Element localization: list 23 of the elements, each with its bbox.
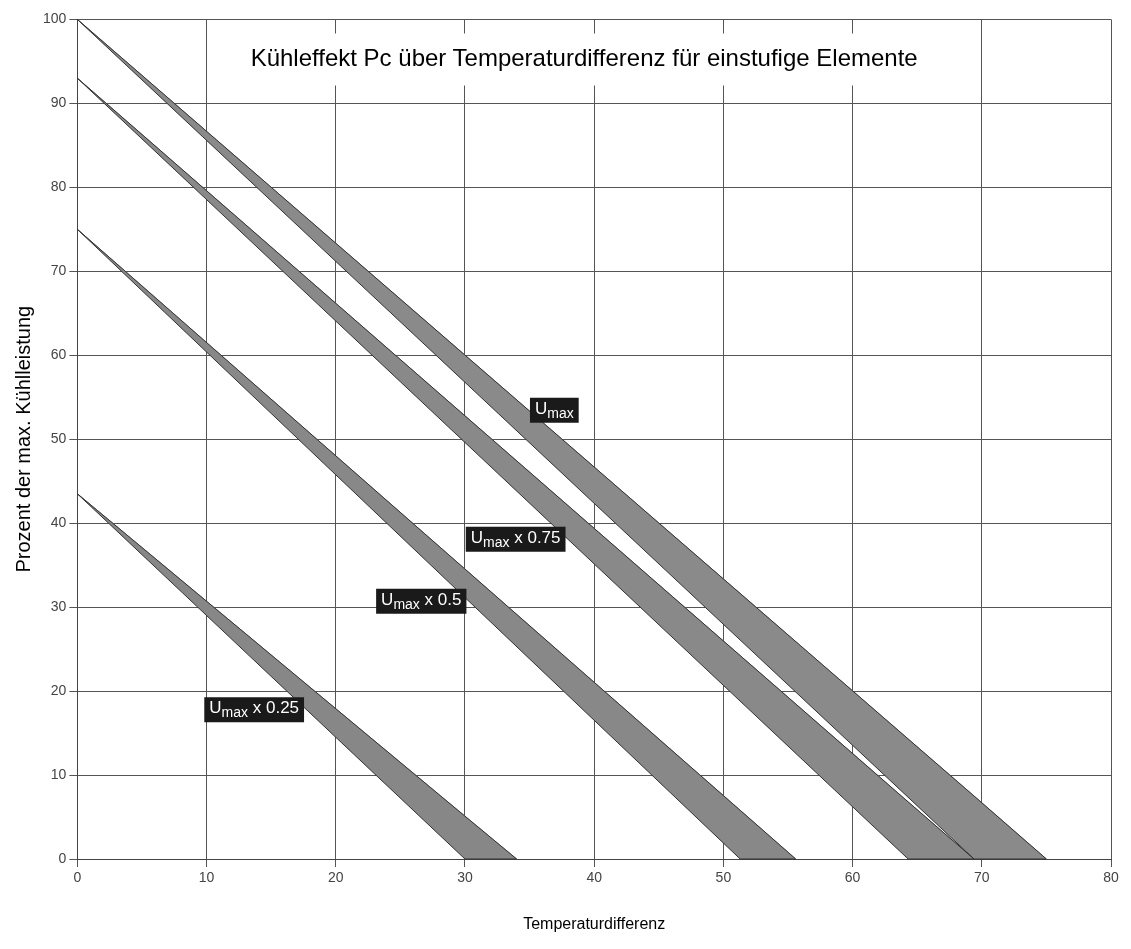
x-tick-label: 20 [327,869,344,886]
y-tick-label: 60 [50,346,67,363]
y-tick-label: 90 [50,94,67,111]
y-axis-title: Prozent der max. Kühlleistung [11,305,34,573]
text: Kühleffekt Pc über Temperaturdifferenz für einstufige Elemente [250,44,918,72]
x-tick-label: 40 [586,869,603,886]
y-tick-label: 30 [50,597,67,614]
x-tick-label: 70 [974,869,990,886]
y-tick-label: 10 [50,765,67,782]
x-axis-title: Temperaturdifferenz [523,914,666,932]
y-tick-label: 0 [58,849,67,866]
y-tick-label: 100 [43,10,67,27]
y-tick-label: 50 [50,430,67,447]
x-tick-label: 60 [844,869,861,886]
x-tick-label: 80 [1103,869,1119,886]
y-tick-label: 40 [50,514,67,531]
y-tick-label: 80 [50,178,67,195]
x-tick-label: 30 [457,869,473,886]
y-tick-label: 70 [50,262,67,279]
x-tick-label: 0 [73,869,82,886]
y-tick-label: 20 [50,681,67,698]
x-tick-label: 50 [715,869,732,886]
x-tick-label: 10 [198,869,215,886]
